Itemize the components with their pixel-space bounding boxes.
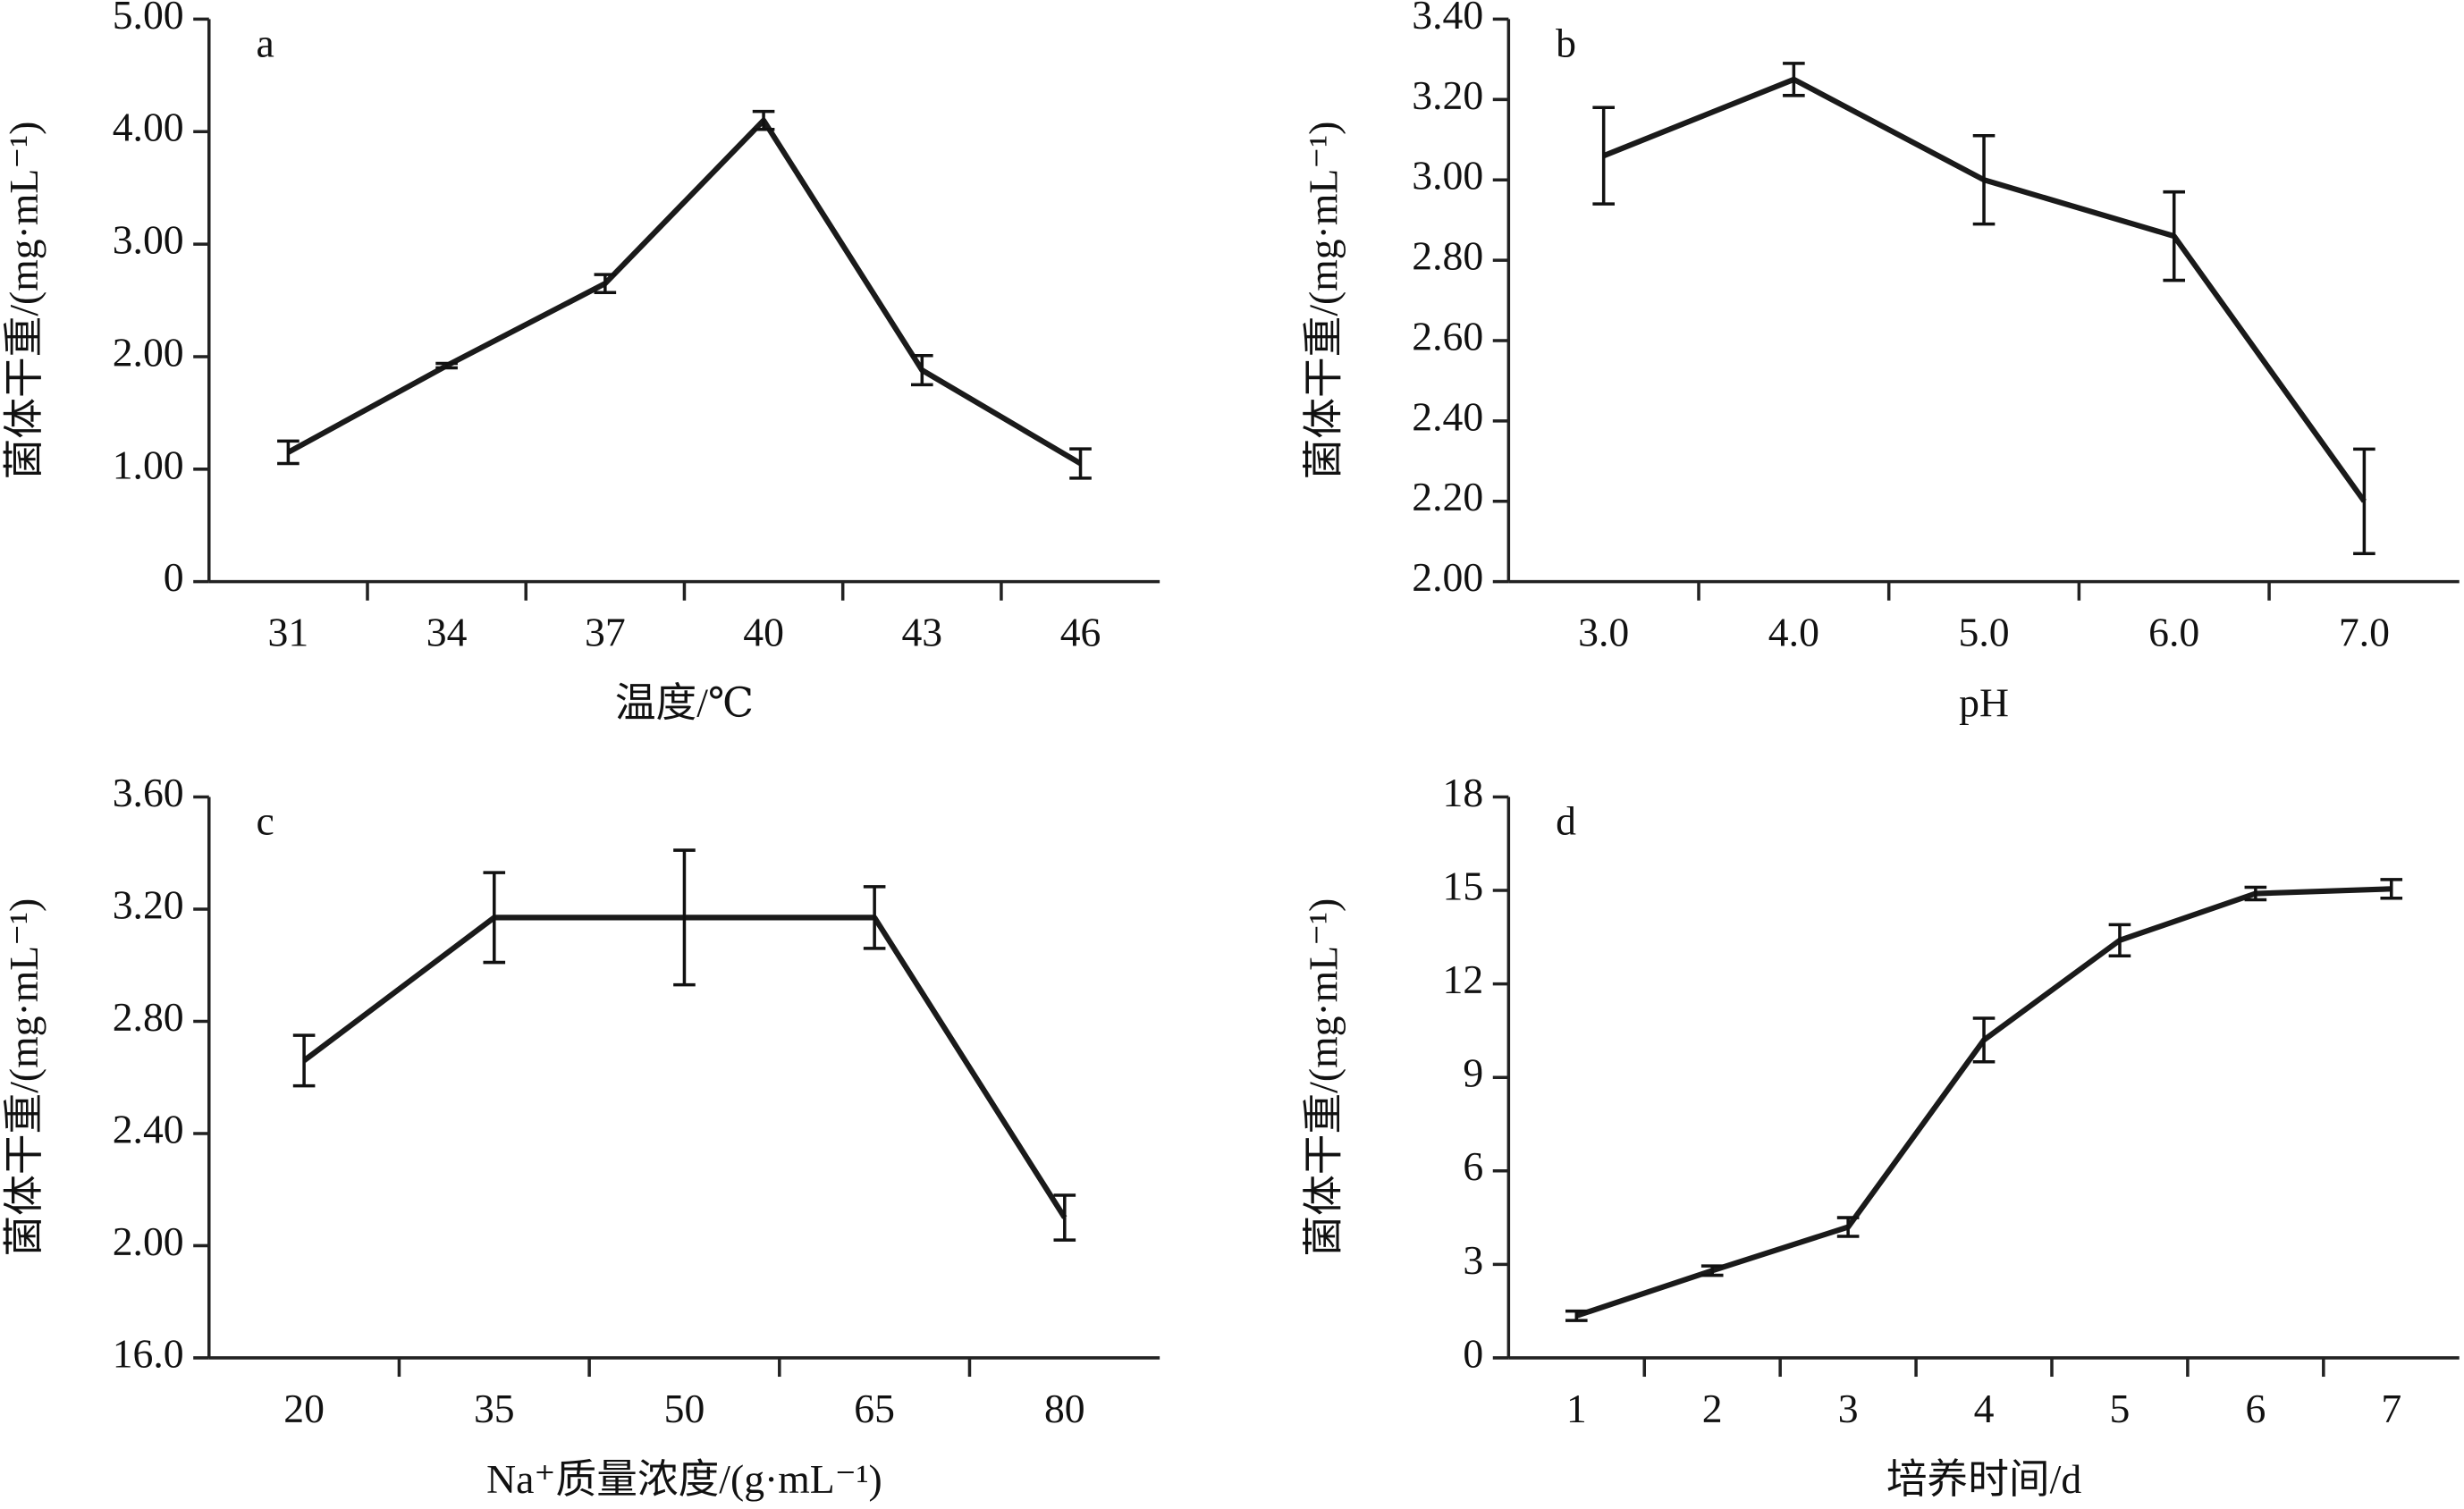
- y-axis-title: 菌体干重/(mg·mL⁻¹): [1, 122, 46, 480]
- x-tick-label: 43: [901, 610, 942, 655]
- x-tick-label: 35: [474, 1386, 515, 1431]
- error-bar: [483, 871, 506, 965]
- x-tick-label: 40: [743, 610, 784, 655]
- series-line: [1575, 886, 2392, 1319]
- series-line: [286, 117, 1083, 467]
- error-bar: [277, 439, 300, 466]
- y-tick-label: 2.40: [113, 1106, 184, 1151]
- error-bar: [435, 361, 458, 370]
- error-bar: [752, 109, 775, 131]
- error-bar: [2353, 447, 2375, 555]
- y-axis-title: 菌体干重/(mg·mL⁻¹): [1301, 898, 1346, 1257]
- error-bar: [1565, 1309, 1588, 1322]
- y-axis-title: 菌体干重/(mg·mL⁻¹): [1, 898, 46, 1257]
- error-bar: [292, 1033, 316, 1088]
- y-tick-label: 3.20: [1412, 72, 1483, 118]
- x-tick-label: 2: [1702, 1386, 1723, 1431]
- x-tick-label: 7: [2381, 1386, 2401, 1431]
- x-tick-label: 3.0: [1578, 610, 1629, 655]
- x-tick-label: 7.0: [2339, 610, 2390, 655]
- y-tick-label: 4.00: [113, 105, 184, 150]
- panel-label: d: [1556, 798, 1576, 844]
- error-bar: [1972, 134, 1996, 226]
- error-bar: [1972, 1016, 1996, 1064]
- y-tick-label: 1.00: [113, 442, 184, 487]
- error-bar: [1592, 105, 1615, 206]
- x-tick-label: 80: [1044, 1386, 1085, 1431]
- error-bar: [1700, 1264, 1724, 1277]
- y-tick-label: 0: [1463, 1330, 1483, 1376]
- y-tick-label: 18: [1443, 770, 1484, 815]
- y-tick-label: 15: [1443, 864, 1484, 909]
- y-tick-label: 3.00: [113, 217, 184, 263]
- error-bar: [863, 885, 886, 950]
- error-bar: [1836, 1216, 1860, 1238]
- x-tick-label: 50: [664, 1386, 705, 1431]
- x-tick-label: 31: [268, 610, 309, 655]
- x-tick-label: 5.0: [1958, 610, 2009, 655]
- y-tick-label: 9: [1463, 1050, 1483, 1096]
- y-tick-label: 6: [1463, 1143, 1483, 1189]
- y-tick-label: 3.00: [1412, 153, 1483, 198]
- x-axis-title: pH: [1959, 680, 2009, 726]
- y-tick-label: 3.60: [113, 770, 184, 815]
- error-bar: [1053, 1193, 1076, 1242]
- y-tick-label: 2.00: [113, 1218, 184, 1264]
- y-tick-label: 0: [164, 554, 184, 600]
- x-tick-label: 37: [585, 610, 626, 655]
- x-tick-label: 34: [426, 610, 468, 655]
- panel-label: c: [256, 798, 274, 844]
- y-tick-label: 2.60: [1412, 313, 1483, 358]
- panel-label: b: [1556, 21, 1576, 66]
- error-bar: [2108, 923, 2131, 958]
- error-bar: [910, 353, 933, 387]
- y-tick-label: 2.40: [1412, 393, 1483, 439]
- x-tick-label: 65: [854, 1386, 895, 1431]
- x-axis-title: 培养时间/d: [1886, 1456, 2081, 1502]
- y-tick-label: 3: [1463, 1237, 1483, 1283]
- y-tick-label: 2.80: [1412, 233, 1483, 279]
- x-tick-label: 4.0: [1768, 610, 1819, 655]
- panel-label: a: [256, 21, 274, 66]
- y-tick-label: 12: [1443, 957, 1484, 1002]
- error-bar: [1069, 447, 1092, 480]
- x-tick-label: 3: [1838, 1386, 1859, 1431]
- y-axis-title: 菌体干重/(mg·mL⁻¹): [1301, 122, 1346, 480]
- error-bar: [2380, 878, 2403, 900]
- x-tick-label: 1: [1566, 1386, 1587, 1431]
- y-tick-label: 3.20: [113, 881, 184, 927]
- error-bar: [673, 848, 696, 987]
- x-axis-title: 温度/℃: [615, 680, 754, 726]
- y-tick-label: 3.40: [1412, 0, 1483, 38]
- error-bar: [2163, 190, 2186, 282]
- error-bar: [2244, 885, 2267, 902]
- y-tick-label: 5.00: [113, 0, 184, 38]
- error-bar: [594, 273, 617, 294]
- y-tick-label: 2.00: [113, 329, 184, 375]
- x-axis-title: Na⁺质量浓度/(g·mL⁻¹): [486, 1456, 882, 1502]
- y-tick-label: 16.0: [113, 1330, 184, 1376]
- y-tick-label: 2.80: [113, 994, 184, 1040]
- x-tick-label: 5: [2110, 1386, 2131, 1431]
- x-tick-label: 20: [283, 1386, 325, 1431]
- x-tick-label: 4: [1974, 1386, 1995, 1431]
- y-tick-label: 2.20: [1412, 474, 1483, 519]
- x-tick-label: 46: [1060, 610, 1101, 655]
- x-tick-label: 6.0: [2148, 610, 2199, 655]
- x-tick-label: 6: [2245, 1386, 2266, 1431]
- y-tick-label: 2.00: [1412, 554, 1483, 600]
- error-bar: [1783, 62, 1805, 97]
